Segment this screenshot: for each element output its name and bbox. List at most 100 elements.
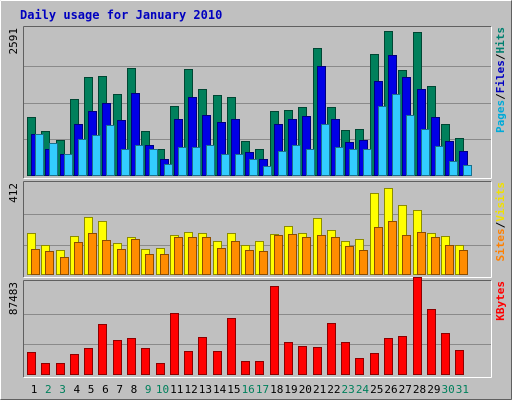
bar-sites-day-31 [460,251,468,275]
bar-pages-day-3 [65,155,73,176]
bar-kbytes-day-19 [285,343,293,375]
bar-sites-day-3 [61,258,69,275]
bar-sites-day-19 [289,235,297,275]
x-tick-label-day-26: 26 [384,383,397,396]
bar-pages-day-12 [193,148,201,176]
bar-pages-day-11 [179,148,187,176]
bar-sites-day-10 [161,255,169,275]
bar-kbytes-day-20 [299,347,307,375]
bar-sites-day-20 [303,238,311,275]
bar-kbytes-day-9 [142,349,150,375]
x-tick-label-day-8: 8 [131,383,138,396]
x-tick-label-day-27: 27 [399,383,412,396]
bar-sites-day-8 [132,240,140,275]
bar-sites-day-17 [260,252,268,275]
bar-sites-day-16 [246,251,254,275]
legend: Pages/Files/Hits [494,27,507,133]
bar-pages-day-18 [279,152,287,176]
bar-pages-day-27 [407,116,415,176]
bar-sites-day-29 [432,238,440,275]
bar-kbytes-day-6 [99,325,107,375]
legend-entry: KBytes [494,281,507,321]
bar-pages-day-30 [450,162,458,176]
bar-pages-day-14 [222,155,230,176]
bar-kbytes-day-28 [414,278,422,375]
bar-kbytes-day-15 [228,319,236,375]
bar-kbytes-day-17 [256,362,264,375]
x-tick-label-day-11: 11 [170,383,183,396]
bar-sites-day-13 [203,238,211,275]
bar-kbytes-day-10 [157,364,165,375]
bar-sites-day-27 [403,236,411,275]
panel-1: 2591 Pages/Files/Hits [7,26,507,179]
x-tick-label-day-30: 30 [441,383,454,396]
bar-kbytes-day-14 [214,352,222,375]
bar-sites-day-14 [218,249,226,275]
bar-kbytes-day-23 [342,343,350,375]
bar-pages-day-16 [250,160,258,176]
y-axis-max-label: 87483 [7,282,20,315]
bar-sites-day-23 [346,247,354,275]
x-tick-label-day-17: 17 [256,383,269,396]
x-tick-label-day-31: 31 [456,383,469,396]
x-tick-label-day-28: 28 [413,383,426,396]
bar-pages-day-20 [307,150,315,176]
bar-pages-day-8 [136,146,144,176]
x-tick-label-day-16: 16 [242,383,255,396]
x-tick-label-day-20: 20 [299,383,312,396]
bar-pages-day-5 [93,136,101,176]
bar-sites-day-25 [375,228,383,275]
bar-pages-day-10 [165,165,173,176]
bar-kbytes-day-26 [385,339,393,375]
bar-sites-day-9 [146,255,154,275]
x-tick-label-day-6: 6 [102,383,109,396]
bar-sites-day-7 [118,250,126,275]
x-tick-label-day-2: 2 [45,383,52,396]
x-tick-label-day-18: 18 [270,383,283,396]
chart-title: Daily usage for January 2010 [20,8,222,22]
x-tick-label-day-15: 15 [227,383,240,396]
bar-kbytes-day-7 [114,341,122,375]
bar-kbytes-day-24 [356,359,364,375]
panel-2: 412Sites/Visits [7,181,507,278]
bar-pages-day-22 [336,148,344,176]
bar-sites-day-12 [189,238,197,275]
legend-entry: Hits [494,27,507,54]
bar-kbytes-day-27 [399,337,407,375]
bar-kbytes-day-31 [456,351,464,375]
bar-kbytes-day-13 [199,338,207,375]
bar-pages-day-4 [79,140,87,176]
bar-pages-day-9 [150,150,158,176]
bar-pages-day-28 [422,130,430,176]
legend-entry: Visits [494,182,507,222]
bar-kbytes-day-29 [428,310,436,375]
bar-pages-day-24 [364,150,372,176]
bar-sites-day-24 [360,251,368,275]
y-axis-max-label: 412 [7,183,20,203]
bar-pages-day-29 [436,147,444,176]
x-tick-label-day-23: 23 [342,383,355,396]
bar-kbytes-day-12 [185,352,193,375]
bar-kbytes-day-4 [71,355,79,375]
x-tick-label-day-22: 22 [327,383,340,396]
bar-sites-day-15 [232,242,240,275]
bar-kbytes-day-21 [314,348,322,375]
bar-kbytes-day-5 [85,349,93,375]
x-tick-label-day-3: 3 [59,383,66,396]
x-tick-label-day-1: 1 [31,383,38,396]
bar-sites-day-6 [103,241,111,275]
bar-pages-day-1 [36,135,44,176]
x-tick-label-day-25: 25 [370,383,383,396]
y-axis-max-label: 2591 [7,28,20,55]
bar-pages-day-15 [236,155,244,176]
x-tick-label-day-4: 4 [74,383,81,396]
bar-pages-day-31 [464,166,472,176]
legend-entry: Pages [494,100,507,133]
bar-pages-day-13 [207,146,215,176]
bar-sites-day-28 [418,233,426,275]
bar-sites-day-30 [446,246,454,275]
bar-pages-day-23 [350,150,358,176]
x-tick-label-day-21: 21 [313,383,326,396]
bar-kbytes-day-30 [442,334,450,375]
